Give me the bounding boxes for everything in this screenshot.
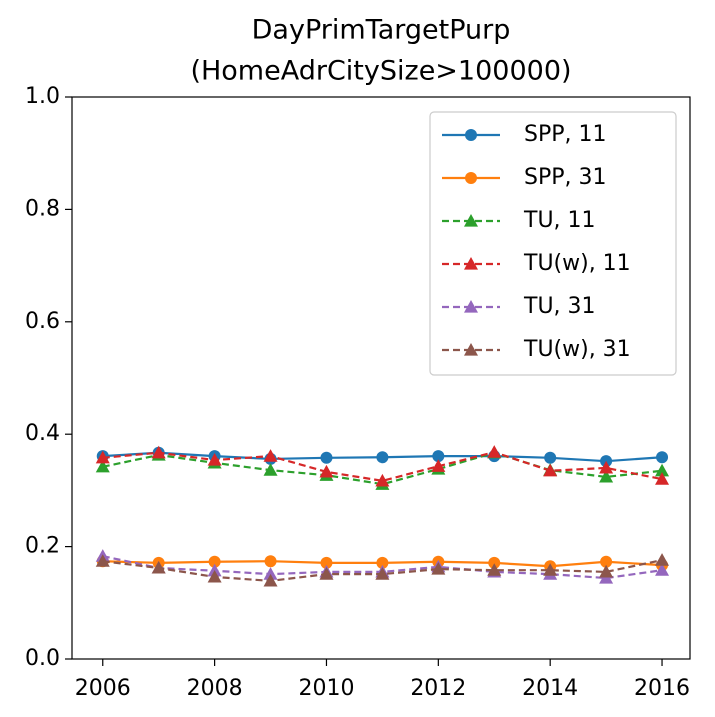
data-point: [151, 560, 166, 574]
series-line: [102, 451, 663, 482]
data-point: [375, 473, 390, 487]
legend-label: TU(w), 31: [523, 337, 631, 362]
data-point: [207, 453, 222, 466]
data-point: [320, 451, 333, 464]
legend-label: SPP, 11: [524, 122, 606, 147]
legend-marker: [464, 214, 478, 227]
data-point: [599, 564, 614, 578]
data-point: [544, 451, 557, 464]
y-tick-label: 0.8: [25, 196, 60, 221]
x-tick-label: 2010: [298, 676, 354, 701]
data-point: [655, 553, 670, 566]
y-tick-label: 0.4: [25, 421, 60, 446]
legend-marker: [465, 129, 477, 141]
y-tick-label: 0.6: [25, 309, 60, 334]
data-point: [207, 569, 222, 583]
chart-title: (HomeAdrCitySize>100000): [190, 56, 571, 87]
data-point: [431, 459, 446, 472]
data-point: [95, 459, 110, 473]
legend-label: SPP, 31: [524, 165, 606, 190]
data-point: [376, 556, 389, 569]
legend-marker: [464, 257, 478, 270]
data-point: [375, 567, 390, 580]
data-point: [543, 463, 558, 477]
x-tick-label: 2016: [634, 676, 690, 701]
y-tick-label: 0.2: [25, 534, 60, 559]
data-point: [264, 555, 277, 568]
legend-label: TU, 11: [523, 208, 596, 233]
x-tick-label: 2012: [410, 676, 466, 701]
data-point: [655, 463, 670, 477]
legend-label: TU(w), 11: [523, 251, 631, 276]
data-point: [656, 451, 669, 464]
data-point: [655, 563, 670, 576]
y-tick-label: 1.0: [25, 84, 60, 109]
data-point: [376, 451, 389, 464]
data-point: [543, 563, 558, 576]
data-point: [432, 450, 445, 463]
chart-title: DayPrimTargetPurp: [252, 15, 511, 46]
data-point: [600, 555, 613, 568]
legend-label: TU, 31: [523, 294, 596, 319]
legend-marker: [465, 172, 477, 184]
data-point: [208, 555, 221, 568]
data-point: [487, 445, 502, 458]
x-tick-label: 2008: [187, 676, 243, 701]
data-point: [431, 562, 446, 575]
data-point: [263, 463, 278, 476]
x-tick-label: 2006: [75, 676, 131, 701]
data-point: [320, 556, 333, 569]
data-point: [488, 556, 501, 569]
legend-box: [429, 111, 677, 376]
series-line: [102, 451, 663, 486]
data-point: [95, 554, 110, 567]
data-point: [655, 472, 670, 485]
data-point: [487, 563, 502, 576]
plot-frame: [71, 96, 691, 660]
data-point: [319, 567, 334, 580]
data-point: [263, 449, 278, 462]
data-point: [263, 567, 278, 580]
data-point: [319, 464, 334, 478]
legend-marker: [464, 343, 478, 356]
data-point: [599, 469, 614, 483]
y-tick-label: 0.0: [25, 646, 60, 671]
data-point: [95, 450, 110, 464]
data-point: [151, 445, 166, 459]
data-point: [599, 460, 614, 474]
legend-marker: [464, 300, 478, 313]
x-tick-label: 2014: [522, 676, 578, 701]
data-point: [263, 573, 278, 587]
